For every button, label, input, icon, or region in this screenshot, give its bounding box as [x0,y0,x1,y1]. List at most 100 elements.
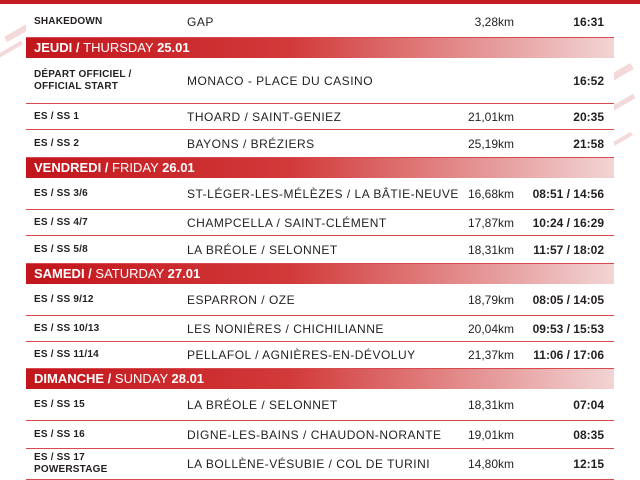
stage-time: 16:52 [573,73,604,88]
day-name-separator: / [101,160,113,175]
day-header: VENDREDI / FRIDAY 26.01 [26,158,614,178]
day-name-separator: / [84,266,96,281]
schedule-row: ES / SS 16 DIGNE-LES-BAINS / CHAUDON-NORA… [26,421,614,449]
stage-label: ES / SS 10/13 [34,316,99,341]
day-name-fr: JEUDI [34,40,73,55]
stage-location: PELLAFOL / AGNIÈRES-EN-DÉVOLUY [187,348,416,362]
stage-label: DÉPART OFFICIEL / OFFICIAL START [34,58,131,103]
schedule-row: SHAKEDOWN GAP 3,28km 16:31 [26,6,614,38]
schedule-row: ES / SS 10/13 LES NONIÈRES / CHICHILIANNE… [26,316,614,342]
stage-label: ES / SS 15 [34,389,85,420]
stage-label-text: ES / SS 9/12 [34,294,94,306]
stage-location: BAYONS / BRÉZIERS [187,136,315,151]
stage-time: 16:31 [573,14,604,29]
stage-distance: 14,80km [467,457,514,471]
schedule-row: ES / SS 4/7 CHAMPCELLA / SAINT-CLÉMENT 17,… [26,210,614,236]
stage-location: ST-LÉGER-LES-MÉLÈZES / LA BÂTIE-NEUVE [187,186,459,201]
stage-time: 11:57 / 18:02 [533,242,604,257]
stage-code: ES / SS 10/13 [34,322,100,334]
day-name-separator: / [72,40,84,55]
stage-location: LA BRÉOLE / SELONNET [187,242,338,257]
stage-code: SHAKEDOWN [34,15,103,27]
schedule-row: ES / SS 9/12 ESPARRON / OZE 18,79km 08:05 /… [26,284,614,316]
top-accent-bar [0,0,640,4]
stage-label-text: ES / SS 16 [34,429,85,441]
day-name-en: SATURDAY [95,266,168,281]
stage-distance: 21,01km [467,109,514,124]
stage-code: ES / SS 2 [34,137,80,149]
stage-distance: 17,87km [467,215,514,230]
stage-location: MONACO - PLACE DU CASINO [187,73,374,88]
schedule-row: ES / SS 15 LA BRÉOLE / SELONNET 18,31km 07:… [26,389,614,421]
stage-label: ES / SS 16 [34,421,85,448]
stage-label: SHAKEDOWN [34,6,102,37]
day-name-fr: SAMEDI [34,266,85,281]
day-date: 26.01 [162,160,195,175]
stage-label-text: ES / SS 4/7 [34,217,88,229]
stage-location: LA BRÉOLE / SELONNET [187,397,338,412]
stage-distance: 25,19km [467,136,514,151]
stage-label: ES / SS 1 [34,104,79,129]
day-date: 27.01 [167,266,201,281]
day-header: DIMANCHE / SUNDAY 28.01 [26,369,614,389]
stage-label: ES / SS 11/14 [34,342,99,368]
stage-location: DIGNE-LES-BAINS / CHAUDON-NORANTE [187,427,442,442]
stage-code: ES / SS 17 [34,452,85,463]
stage-location: GAP [187,14,214,29]
day-name-en: SUNDAY [114,371,172,386]
stage-code: ES / SS 4/7 [34,216,88,228]
stage-location: LES NONIÈRES / CHICHILIANNE [187,321,384,336]
day-date: 28.01 [171,371,205,386]
schedule-row: ES / SS 2 BAYONS / BRÉZIERS 25,19km 21:58 [26,130,614,158]
stage-label: ES / SS 17 POWERSTAGE [34,449,107,479]
day-date: 25.01 [157,40,190,55]
stage-label: ES / SS 3/6 [34,178,88,209]
stage-label-text: ES / SS 5/8 [34,244,88,256]
stage-code: ES / SS 1 [34,110,80,122]
stage-label: ES / SS 4/7 [34,210,88,235]
stage-label-text: ES / SS 15 [34,399,85,411]
schedule-row: ES / SS 5/8 LA BRÉOLE / SELONNET 18,31km 11… [26,236,614,264]
stage-time: 08:51 / 14:56 [532,186,604,201]
day-name-fr: DIMANCHE [34,371,105,386]
stage-time: 21:58 [573,136,604,151]
stage-label-text: ES / SS 1 [34,111,79,123]
stage-code: ES / SS 5/8 [34,243,88,255]
day-name-separator: / [104,371,115,386]
day-header: JEUDI / THURSDAY 25.01 [26,38,614,58]
day-header: SAMEDI / SATURDAY 27.01 [26,264,614,284]
stage-label-text: SHAKEDOWN [34,16,102,28]
stage-distance: 18,31km [467,397,514,412]
stage-label-text: ES / SS 3/6 [34,188,88,200]
stage-code: ES / SS 3/6 [34,187,88,199]
stage-code: ES / SS 11/14 [34,349,99,360]
stage-code: ES / SS 9/12 [34,293,94,305]
stage-time: 11:06 / 17:06 [533,348,604,362]
stage-distance: 19,01km [467,427,514,442]
stage-time: 08:05 / 14:05 [532,292,604,307]
stage-subtitle: OFFICIAL START [34,80,119,92]
stage-code: ES / SS 15 [34,398,85,410]
stage-distance: 16,68km [467,186,514,201]
stage-time: 10:24 / 16:29 [532,215,604,230]
stage-label-text: ES / SS 11/14 [34,349,99,361]
stage-distance: 20,04km [467,321,514,336]
stage-distance: 3,28km [474,14,514,29]
day-name-en: THURSDAY [83,40,158,55]
stage-code: ES / SS 16 [34,428,85,440]
stage-location: LA BOLLÈNE-VÉSUBIE / COL DE TURINI [187,457,431,471]
stage-location: ESPARRON / OZE [187,292,296,307]
stage-label: ES / SS 9/12 [34,284,94,315]
day-name-en: FRIDAY [112,160,163,175]
stage-distance: 18,31km [467,242,514,257]
stage-label-text: ES / SS 10/13 [34,323,99,335]
schedule-row: ES / SS 11/14 PELLAFOL / AGNIÈRES-EN-DÉVO… [26,342,614,369]
stage-time: 08:35 [573,427,604,442]
schedule-row: ES / SS 17 POWERSTAGE LA BOLLÈNE-VÉSUBIE /… [26,449,614,480]
stage-time: 09:53 / 15:53 [532,321,604,336]
stage-distance: 18,79km [467,292,514,307]
day-name-fr: VENDREDI [34,160,102,175]
stage-label: ES / SS 5/8 [34,236,88,263]
schedule-row: DÉPART OFFICIEL / OFFICIAL START MONACO - … [26,58,614,104]
stage-label-text: ES / SS 17 POWERSTAGE [34,452,107,476]
